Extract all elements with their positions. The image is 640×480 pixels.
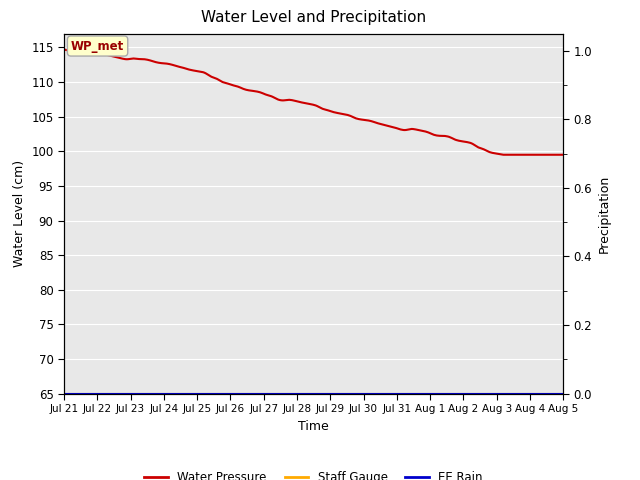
EE Rain: [559, 391, 567, 396]
EE Rain: [209, 391, 216, 396]
Y-axis label: Water Level (cm): Water Level (cm): [13, 160, 26, 267]
Water Pressure: [122, 56, 129, 62]
Title: Water Level and Precipitation: Water Level and Precipitation: [201, 11, 426, 25]
Water Pressure: [278, 97, 286, 103]
X-axis label: Time: Time: [298, 420, 329, 432]
Y-axis label: Precipitation: Precipitation: [598, 174, 611, 253]
Staff Gauge: [60, 391, 68, 396]
EE Rain: [278, 391, 286, 396]
EE Rain: [60, 391, 68, 396]
Staff Gauge: [226, 391, 234, 396]
EE Rain: [122, 391, 129, 396]
Water Pressure: [501, 152, 509, 157]
Line: Water Pressure: Water Pressure: [64, 49, 563, 155]
Water Pressure: [226, 81, 234, 87]
Staff Gauge: [122, 391, 129, 396]
Staff Gauge: [559, 391, 567, 396]
Staff Gauge: [532, 391, 540, 396]
Staff Gauge: [234, 391, 242, 396]
Water Pressure: [234, 84, 242, 89]
EE Rain: [234, 391, 242, 396]
EE Rain: [532, 391, 540, 396]
Text: WP_met: WP_met: [71, 39, 124, 52]
Staff Gauge: [278, 391, 286, 396]
Water Pressure: [60, 47, 68, 52]
Water Pressure: [209, 74, 216, 80]
Water Pressure: [559, 152, 567, 157]
Water Pressure: [533, 152, 541, 157]
Staff Gauge: [209, 391, 216, 396]
Legend: Water Pressure, Staff Gauge, EE Rain: Water Pressure, Staff Gauge, EE Rain: [140, 466, 488, 480]
EE Rain: [226, 391, 234, 396]
